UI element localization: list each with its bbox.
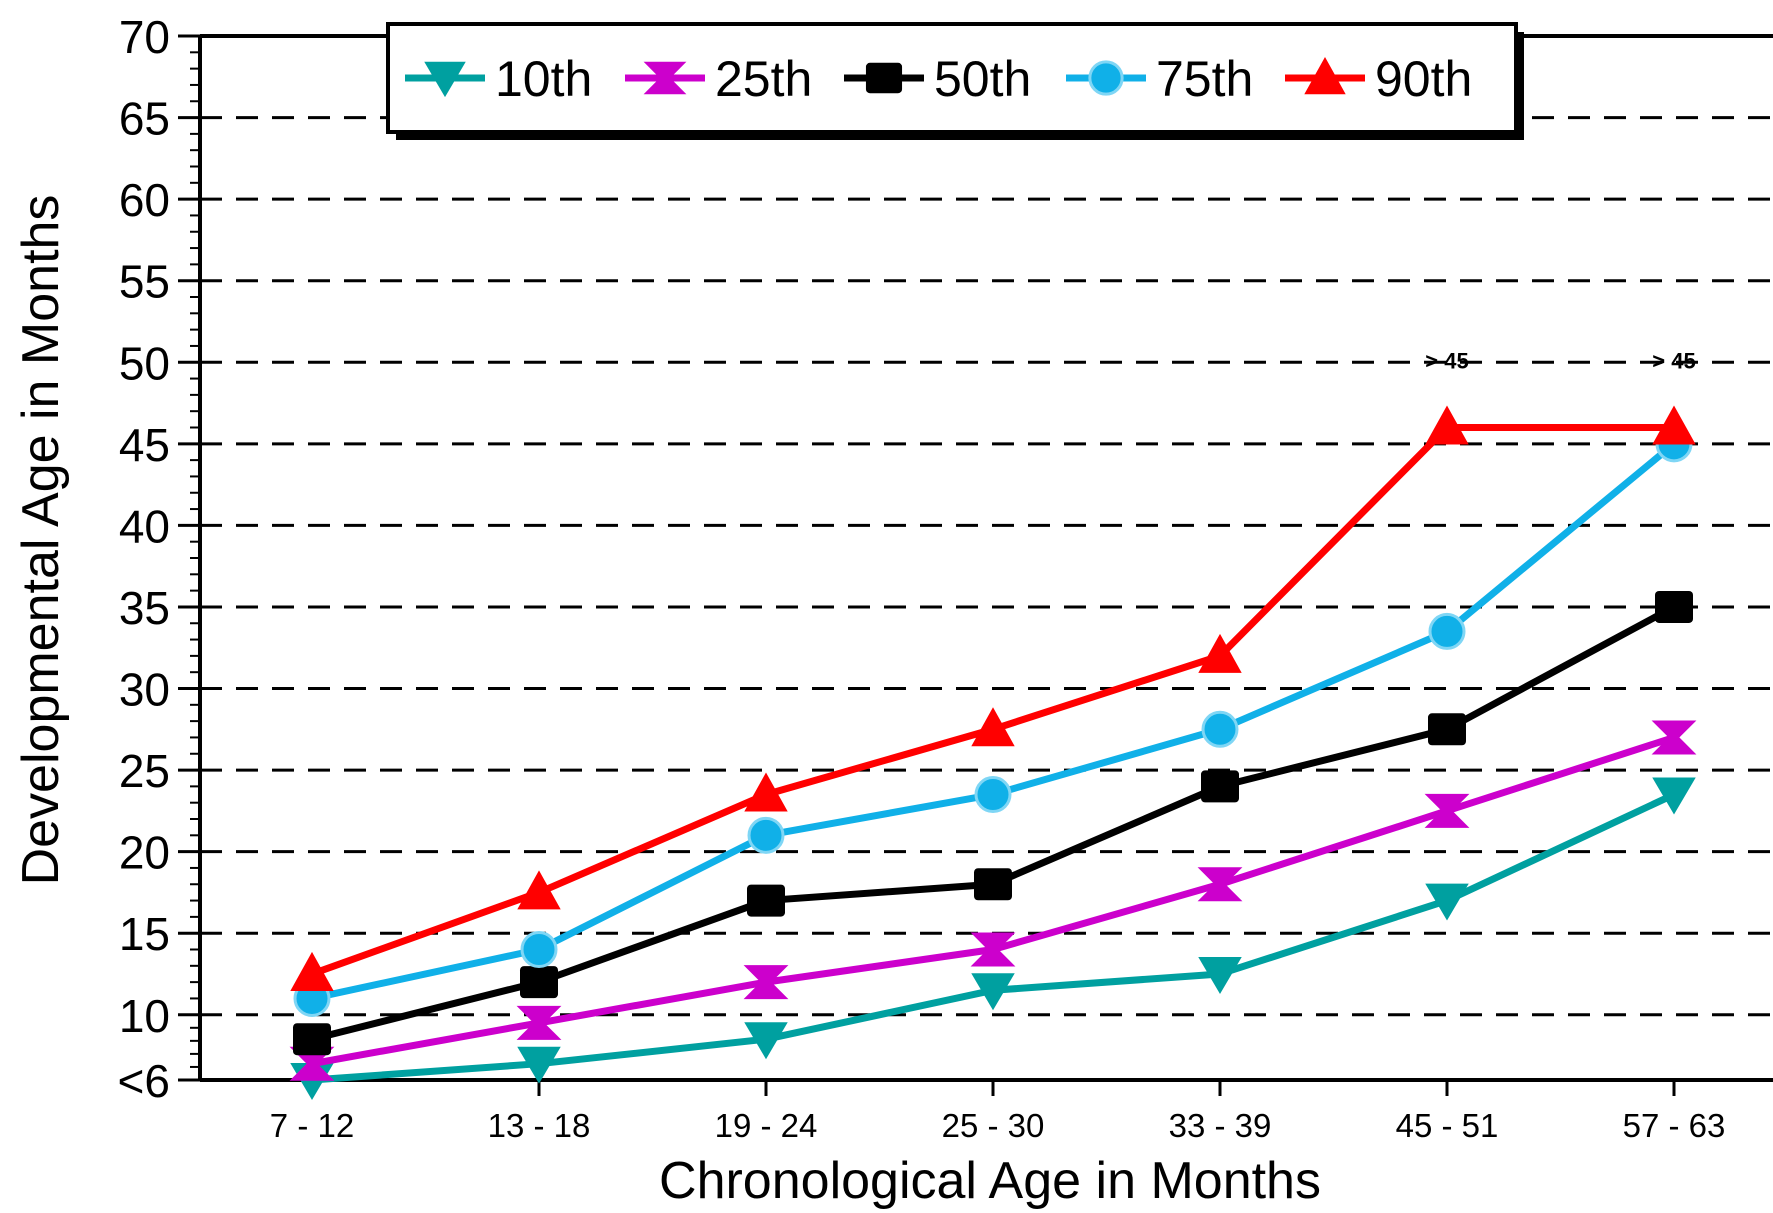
legend: 10th 25th 50th 75th 90th xyxy=(386,22,1524,140)
x-axis-ticks: 7 - 12 13 - 18 19 - 24 25 - 30 33 - 39 45 - 5… xyxy=(270,1080,1726,1144)
data-point xyxy=(1424,793,1470,828)
series-group xyxy=(289,405,1697,1100)
legend-label: 50th xyxy=(934,51,1031,107)
x-axis-title: Chronological Age in Months xyxy=(659,1152,1321,1210)
x-tick-label: 19 - 24 xyxy=(715,1107,818,1144)
data-point xyxy=(1428,713,1466,746)
data-point xyxy=(517,1046,561,1084)
y-tick-label: 45 xyxy=(119,419,170,471)
series-50th xyxy=(293,590,1693,1056)
data-point xyxy=(293,1023,331,1056)
data-point xyxy=(1304,56,1346,95)
data-point xyxy=(1198,956,1242,994)
data-point xyxy=(970,932,1016,967)
data-point xyxy=(971,973,1015,1011)
x-tick-label: 13 - 18 xyxy=(488,1107,591,1144)
y-tick-label: 30 xyxy=(119,664,170,716)
x-tick-label: 25 - 30 xyxy=(942,1107,1045,1144)
y-tick-label: 70 xyxy=(119,11,170,63)
data-point xyxy=(1425,405,1469,445)
data-point xyxy=(1428,612,1466,650)
data-point xyxy=(290,951,334,991)
data-point xyxy=(1425,883,1469,921)
series-25th xyxy=(289,720,1697,1081)
y-tick-label: 35 xyxy=(119,582,170,634)
series-10th xyxy=(290,777,1696,1100)
y-tick-label: 20 xyxy=(119,827,170,879)
legend-entry-10th: 10th xyxy=(405,51,592,107)
legend-label: 75th xyxy=(1156,51,1253,107)
y-tick-label: 15 xyxy=(119,908,170,960)
y-tick-label: 50 xyxy=(119,337,170,389)
annotations: > 45 > 45 xyxy=(1425,349,1695,374)
series-75th xyxy=(293,425,1693,1017)
annotation-label: > 45 xyxy=(1652,349,1695,374)
data-point xyxy=(643,61,687,95)
y-axis-ticks: <6 10 15 20 25 30 35 40 45 50 55 60 65 70 xyxy=(118,11,200,1107)
data-point xyxy=(971,707,1015,747)
x-tick-label: 33 - 39 xyxy=(1169,1107,1272,1144)
x-tick-label: 7 - 12 xyxy=(270,1107,354,1144)
data-point xyxy=(1201,770,1239,803)
y-tick-label: 40 xyxy=(119,500,170,552)
data-point xyxy=(974,776,1012,814)
data-point xyxy=(520,931,558,968)
data-point xyxy=(517,870,561,910)
x-tick-label: 57 - 63 xyxy=(1623,1107,1726,1144)
x-tick-label: 45 - 51 xyxy=(1396,1107,1499,1144)
data-point xyxy=(1651,720,1697,755)
legend-label: 25th xyxy=(715,51,812,107)
legend-label: 10th xyxy=(495,51,592,107)
gridlines xyxy=(200,116,1773,1017)
series-90th xyxy=(290,405,1696,991)
data-point xyxy=(1655,590,1693,623)
data-point xyxy=(747,884,785,917)
data-point xyxy=(1201,710,1239,748)
data-point xyxy=(1652,777,1696,815)
data-point xyxy=(1197,867,1243,902)
y-tick-label: 60 xyxy=(119,174,170,226)
legend-entry-25th: 25th xyxy=(625,51,812,107)
legend-entry-50th: 50th xyxy=(844,51,1031,107)
data-point xyxy=(289,1046,335,1081)
data-point xyxy=(520,966,558,999)
data-point xyxy=(1652,405,1696,445)
legend-entry-75th: 75th xyxy=(1066,51,1253,107)
data-point xyxy=(743,965,789,1000)
data-point xyxy=(744,1022,788,1060)
y-tick-label: 25 xyxy=(119,745,170,797)
data-point xyxy=(516,1005,562,1040)
data-point xyxy=(424,61,466,98)
data-point xyxy=(744,772,788,812)
y-tick-label: <6 xyxy=(118,1055,170,1107)
y-axis-title: Developmental Age in Months xyxy=(12,195,70,886)
legend-entry-90th: 90th xyxy=(1285,51,1472,107)
y-tick-label: 55 xyxy=(119,256,170,308)
y-tick-label: 10 xyxy=(119,990,170,1042)
data-point xyxy=(747,816,785,854)
data-point xyxy=(1198,633,1242,673)
data-point xyxy=(974,868,1012,901)
y-tick-label: 65 xyxy=(119,93,170,145)
legend-label: 90th xyxy=(1375,51,1472,107)
data-point xyxy=(1088,60,1124,96)
data-point xyxy=(865,62,903,94)
annotation-label: > 45 xyxy=(1425,349,1468,374)
